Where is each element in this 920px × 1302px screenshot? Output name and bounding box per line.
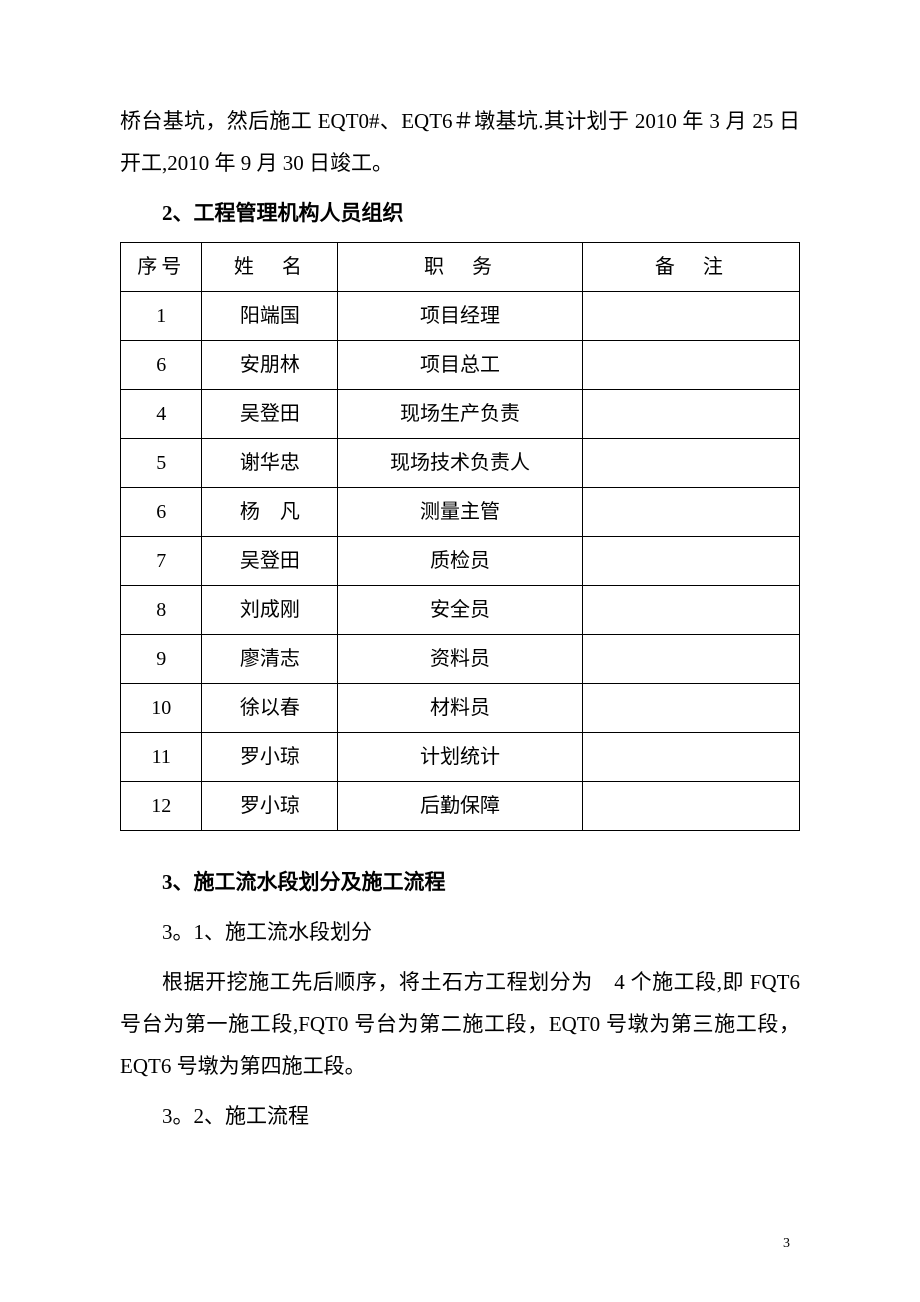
cell-note (582, 635, 799, 684)
cell-note (582, 341, 799, 390)
cell-note (582, 684, 799, 733)
cell-role: 安全员 (338, 586, 582, 635)
cell-role: 材料员 (338, 684, 582, 733)
cell-name: 杨 凡 (202, 488, 338, 537)
cell-note (582, 488, 799, 537)
cell-name: 罗小琼 (202, 782, 338, 831)
table-row: 8 刘成刚 安全员 (121, 586, 800, 635)
cell-seq: 10 (121, 684, 202, 733)
cell-name: 刘成刚 (202, 586, 338, 635)
table-row: 5 谢华忠 现场技术负责人 (121, 439, 800, 488)
th-note: 备 注 (582, 243, 799, 292)
cell-name: 吴登田 (202, 537, 338, 586)
cell-seq: 8 (121, 586, 202, 635)
cell-seq: 6 (121, 488, 202, 537)
table-row: 4 吴登田 现场生产负责 (121, 390, 800, 439)
cell-note (582, 586, 799, 635)
table-row: 1 阳端国 项目经理 (121, 292, 800, 341)
th-seq: 序号 (121, 243, 202, 292)
cell-role: 质检员 (338, 537, 582, 586)
paragraph-3-2-title: 3。2、施工流程 (120, 1095, 800, 1137)
cell-role: 项目总工 (338, 341, 582, 390)
cell-note (582, 733, 799, 782)
cell-seq: 1 (121, 292, 202, 341)
table-header-row: 序号 姓 名 职 务 备 注 (121, 243, 800, 292)
cell-name: 廖清志 (202, 635, 338, 684)
cell-note (582, 292, 799, 341)
cell-seq: 7 (121, 537, 202, 586)
cell-seq: 9 (121, 635, 202, 684)
cell-role: 计划统计 (338, 733, 582, 782)
heading-section-2: 2、工程管理机构人员组织 (120, 192, 800, 234)
cell-role: 项目经理 (338, 292, 582, 341)
cell-name: 安朋林 (202, 341, 338, 390)
table-row: 12 罗小琼 后勤保障 (121, 782, 800, 831)
personnel-table: 序号 姓 名 职 务 备 注 1 阳端国 项目经理 6 安朋林 项目总工 4 吴… (120, 242, 800, 831)
cell-note (582, 390, 799, 439)
table-row: 6 杨 凡 测量主管 (121, 488, 800, 537)
heading-section-3: 3、施工流水段划分及施工流程 (120, 861, 800, 903)
cell-seq: 6 (121, 341, 202, 390)
paragraph-3-1-body: 根据开挖施工先后顺序，将土石方工程划分为 4 个施工段,即 FQT6 号台为第一… (120, 961, 800, 1087)
table-row: 7 吴登田 质检员 (121, 537, 800, 586)
cell-role: 现场技术负责人 (338, 439, 582, 488)
table-row: 6 安朋林 项目总工 (121, 341, 800, 390)
cell-seq: 12 (121, 782, 202, 831)
cell-note (582, 537, 799, 586)
cell-name: 徐以春 (202, 684, 338, 733)
page-number: 3 (783, 1236, 790, 1252)
cell-role: 资料员 (338, 635, 582, 684)
th-name: 姓 名 (202, 243, 338, 292)
document-content: 桥台基坑，然后施工 EQT0#、EQT6＃墩基坑.其计划于 2010 年 3 月… (0, 0, 920, 1205)
cell-seq: 4 (121, 390, 202, 439)
table-row: 10 徐以春 材料员 (121, 684, 800, 733)
cell-role: 测量主管 (338, 488, 582, 537)
cell-note (582, 782, 799, 831)
cell-seq: 11 (121, 733, 202, 782)
paragraph-intro: 桥台基坑，然后施工 EQT0#、EQT6＃墩基坑.其计划于 2010 年 3 月… (120, 100, 800, 184)
cell-name: 罗小琼 (202, 733, 338, 782)
paragraph-3-1-title: 3。1、施工流水段划分 (120, 911, 800, 953)
cell-name: 吴登田 (202, 390, 338, 439)
cell-name: 谢华忠 (202, 439, 338, 488)
th-role: 职 务 (338, 243, 582, 292)
cell-role: 现场生产负责 (338, 390, 582, 439)
cell-note (582, 439, 799, 488)
table-row: 9 廖清志 资料员 (121, 635, 800, 684)
table-row: 11 罗小琼 计划统计 (121, 733, 800, 782)
cell-name: 阳端国 (202, 292, 338, 341)
cell-seq: 5 (121, 439, 202, 488)
cell-role: 后勤保障 (338, 782, 582, 831)
